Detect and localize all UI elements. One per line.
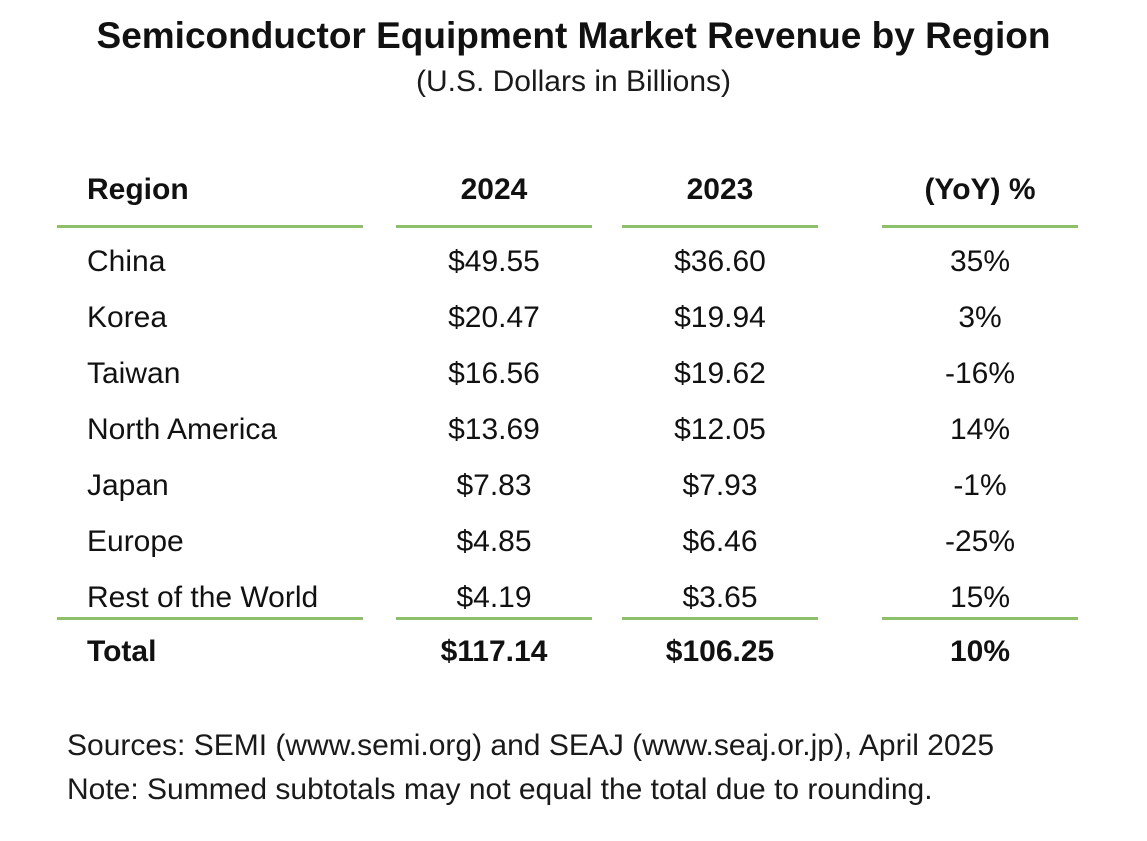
table-cell-year-2024: $16.56: [448, 357, 540, 390]
total-rule-year-2024: [396, 617, 592, 620]
table-cell-year-2024: $20.47: [448, 301, 540, 334]
chart-title: Semiconductor Equipment Market Revenue b…: [96, 15, 1051, 56]
table-cell-year-2023: $7.93: [682, 469, 758, 502]
table-cell-year-2023: $19.62: [674, 357, 766, 390]
table-cell-yoy: 15%: [949, 581, 1011, 614]
table-cell-year-2024: $49.55: [448, 245, 540, 278]
table-cell-region: North America: [87, 413, 278, 446]
column-header-yoy: (YoY) %: [924, 173, 1036, 206]
header-rule-year-2023: [622, 225, 818, 228]
total-cell-yoy: 10%: [949, 635, 1011, 668]
table-cell-yoy: -16%: [944, 357, 1016, 390]
table-cell-yoy: 35%: [949, 245, 1011, 278]
total-cell-region: Total: [87, 635, 157, 668]
total-cell-year-2023: $106.25: [665, 635, 775, 668]
table-cell-year-2023: $12.05: [674, 413, 766, 446]
table-cell-region: Korea: [87, 301, 168, 334]
table-cell-region: Rest of the World: [87, 581, 319, 614]
total-cell-year-2024: $117.14: [440, 635, 548, 668]
column-header-region: Region: [87, 173, 189, 206]
header-rule-year-2024: [396, 225, 592, 228]
table-cell-region: Europe: [87, 525, 184, 558]
table-cell-yoy: 3%: [958, 301, 1002, 334]
sources-footnote: Sources: SEMI (www.semi.org) and SEAJ (w…: [67, 729, 995, 762]
header-rule-region: [57, 225, 363, 228]
chart-subtitle: (U.S. Dollars in Billions): [415, 65, 732, 98]
total-rule-year-2023: [622, 617, 818, 620]
table-cell-year-2024: $13.69: [448, 413, 540, 446]
rounding-note: Note: Summed subtotals may not equal the…: [67, 773, 933, 806]
table-cell-year-2024: $7.83: [456, 469, 532, 502]
column-header-year-2023: 2023: [686, 173, 754, 206]
table-cell-year-2023: $36.60: [674, 245, 766, 278]
header-rule-yoy: [882, 225, 1078, 228]
table-cell-region: China: [87, 245, 166, 278]
table-cell-yoy: 14%: [949, 413, 1011, 446]
table-cell-yoy: -1%: [953, 469, 1007, 502]
table-cell-year-2023: $6.46: [682, 525, 758, 558]
table-cell-year-2024: $4.19: [456, 581, 532, 614]
table-cell-yoy: -25%: [944, 525, 1016, 558]
total-rule-region: [57, 617, 363, 620]
table-cell-year-2023: $19.94: [674, 301, 766, 334]
column-header-year-2024: 2024: [460, 173, 528, 206]
total-rule-yoy: [882, 617, 1078, 620]
table-cell-year-2024: $4.85: [456, 525, 532, 558]
table-cell-year-2023: $3.65: [682, 581, 758, 614]
table-cell-region: Japan: [87, 469, 169, 502]
table-cell-region: Taiwan: [87, 357, 181, 390]
